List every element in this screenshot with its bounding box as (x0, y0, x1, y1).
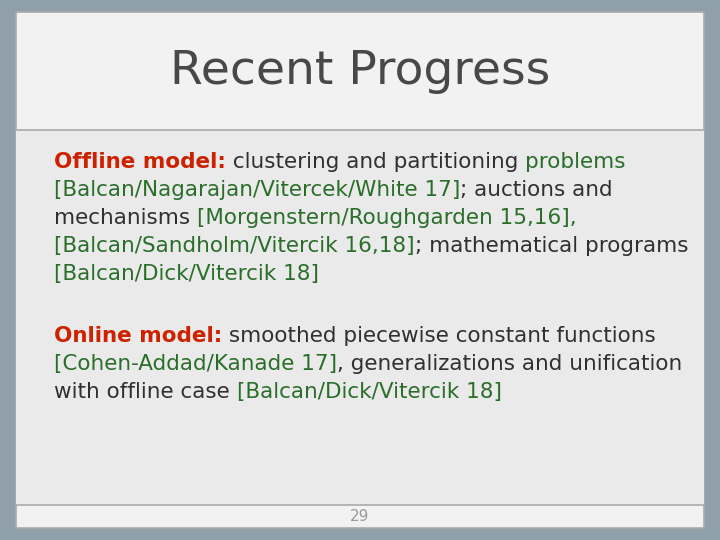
Text: clustering and partitioning: clustering and partitioning (226, 152, 525, 172)
Text: [Balcan/Sandholm/Vitercik 16,18]: [Balcan/Sandholm/Vitercik 16,18] (54, 236, 415, 256)
Text: 29: 29 (351, 509, 369, 524)
Text: , generalizations and unification: , generalizations and unification (337, 354, 683, 374)
Text: ; mathematical programs: ; mathematical programs (415, 236, 688, 256)
Text: with offline case: with offline case (54, 382, 237, 402)
Text: problems: problems (525, 152, 626, 172)
Text: [Morgenstern/Roughgarden 15,16],: [Morgenstern/Roughgarden 15,16], (197, 208, 577, 228)
Text: [Cohen-Addad/Kanade 17]: [Cohen-Addad/Kanade 17] (54, 354, 337, 374)
Text: smoothed piecewise constant functions: smoothed piecewise constant functions (222, 326, 656, 346)
Text: Online model:: Online model: (54, 326, 222, 346)
Text: Offline model:: Offline model: (54, 152, 226, 172)
Text: ; auctions and: ; auctions and (460, 180, 613, 200)
Text: [Balcan/Nagarajan/Vitercek/White 17]: [Balcan/Nagarajan/Vitercek/White 17] (54, 180, 460, 200)
Text: mechanisms: mechanisms (54, 208, 197, 228)
Text: [Balcan/Dick/Vitercik 18]: [Balcan/Dick/Vitercik 18] (237, 382, 502, 402)
Text: Recent Progress: Recent Progress (170, 49, 550, 94)
Text: [Balcan/Dick/Vitercik 18]: [Balcan/Dick/Vitercik 18] (54, 264, 319, 285)
